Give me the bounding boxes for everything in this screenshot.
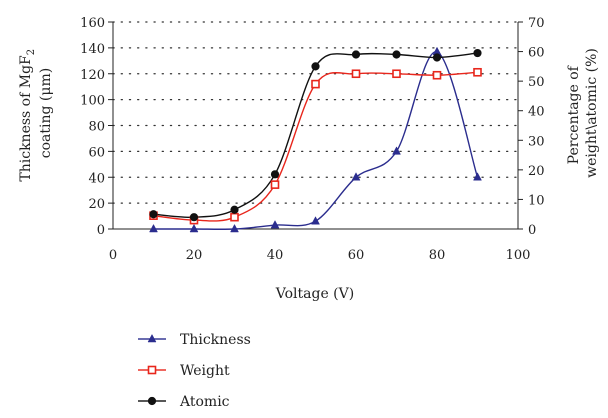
x-tick-label: 80 <box>429 248 446 263</box>
y-right-tick-label: 10 <box>528 193 545 208</box>
atomic-point <box>473 48 482 58</box>
atomic-point <box>270 170 280 179</box>
x-tick-label: 60 <box>348 248 365 263</box>
y-left-label-line1: Thickness of MgF <box>18 55 34 182</box>
x-tick-label: 0 <box>109 248 117 263</box>
atomic-point <box>311 62 320 71</box>
y-right-tick-label: 0 <box>528 223 536 238</box>
weight-point <box>230 212 239 222</box>
thickness-point <box>189 223 199 233</box>
weight-point <box>432 70 442 80</box>
x-axis-label: Voltage (V) <box>275 286 354 302</box>
atomic-point <box>149 210 158 219</box>
y-right-tick-label: 20 <box>528 164 545 179</box>
x-tick-label: 20 <box>186 248 203 263</box>
thickness-line <box>153 51 479 230</box>
y-right-label-line2: weight\atomic (%) <box>584 48 600 178</box>
atomic-point <box>230 205 239 214</box>
series-lines <box>153 51 479 230</box>
weight-line <box>153 71 478 222</box>
atomic-line <box>153 52 478 218</box>
weight-legend-marker <box>147 365 157 375</box>
x-tick-label: 40 <box>267 248 284 263</box>
thickness-point <box>351 172 361 181</box>
y-right-tick-label: 60 <box>528 46 545 61</box>
thickness-point <box>149 223 158 233</box>
y-left-tick-label: 120 <box>80 68 105 83</box>
atomic-legend-marker <box>147 396 157 406</box>
thickness-point <box>270 220 280 229</box>
y-left-tick-label: 80 <box>88 120 105 135</box>
tick-labels: 0 20 40 60 80 100 120 140 160 0 10 20 30 40 50 60 70 0 20 4… <box>80 16 544 263</box>
y-right-tick-label: 40 <box>528 105 545 120</box>
y-left-axis-label: Thickness of MgF2 coating (μm) <box>18 44 54 181</box>
y-left-label-subscript: 2 <box>26 49 37 55</box>
weight-point <box>270 180 280 189</box>
thickness-legend-label: Thickness <box>180 332 251 348</box>
thickness-point <box>473 172 482 181</box>
y-left-tick-label: 100 <box>80 94 105 109</box>
y-left-tick-label: 40 <box>88 171 105 186</box>
x-tick-label: 100 <box>506 248 531 263</box>
y-right-tick-label: 70 <box>528 16 545 31</box>
thickness-legend-marker <box>147 333 157 343</box>
y-left-label-line2: coating (μm) <box>38 68 54 158</box>
y-right-tick-label: 30 <box>528 134 545 149</box>
weight-point <box>392 69 401 79</box>
weight-point <box>311 79 320 89</box>
atomic-point <box>351 50 361 59</box>
y-right-tick-label: 50 <box>528 75 545 90</box>
thickness-point <box>230 223 239 233</box>
weight-point <box>473 67 482 77</box>
axes <box>108 21 523 230</box>
y-left-tick-label: 140 <box>80 42 105 57</box>
atomic-point <box>432 53 442 62</box>
thickness-point <box>311 216 320 225</box>
weight-legend-label: Weight <box>180 363 230 379</box>
weight-point <box>351 69 361 79</box>
atomic-legend-label: Atomic <box>179 394 230 410</box>
legend: Thickness Weight Atomic <box>138 332 251 410</box>
y-left-tick-label: 20 <box>88 197 105 212</box>
thickness-point <box>392 146 401 155</box>
y-left-tick-label: 160 <box>80 16 105 31</box>
y-right-label-line1: Percentage of <box>566 64 582 164</box>
y-right-axis-label: Percentage of weight\atomic (%) <box>566 48 600 178</box>
grid-lines <box>112 21 519 204</box>
atomic-point <box>189 213 199 222</box>
atomic-point <box>392 50 401 59</box>
data-markers <box>149 46 482 233</box>
y-left-tick-label: 60 <box>88 145 105 160</box>
y-left-tick-label: 0 <box>97 223 105 238</box>
